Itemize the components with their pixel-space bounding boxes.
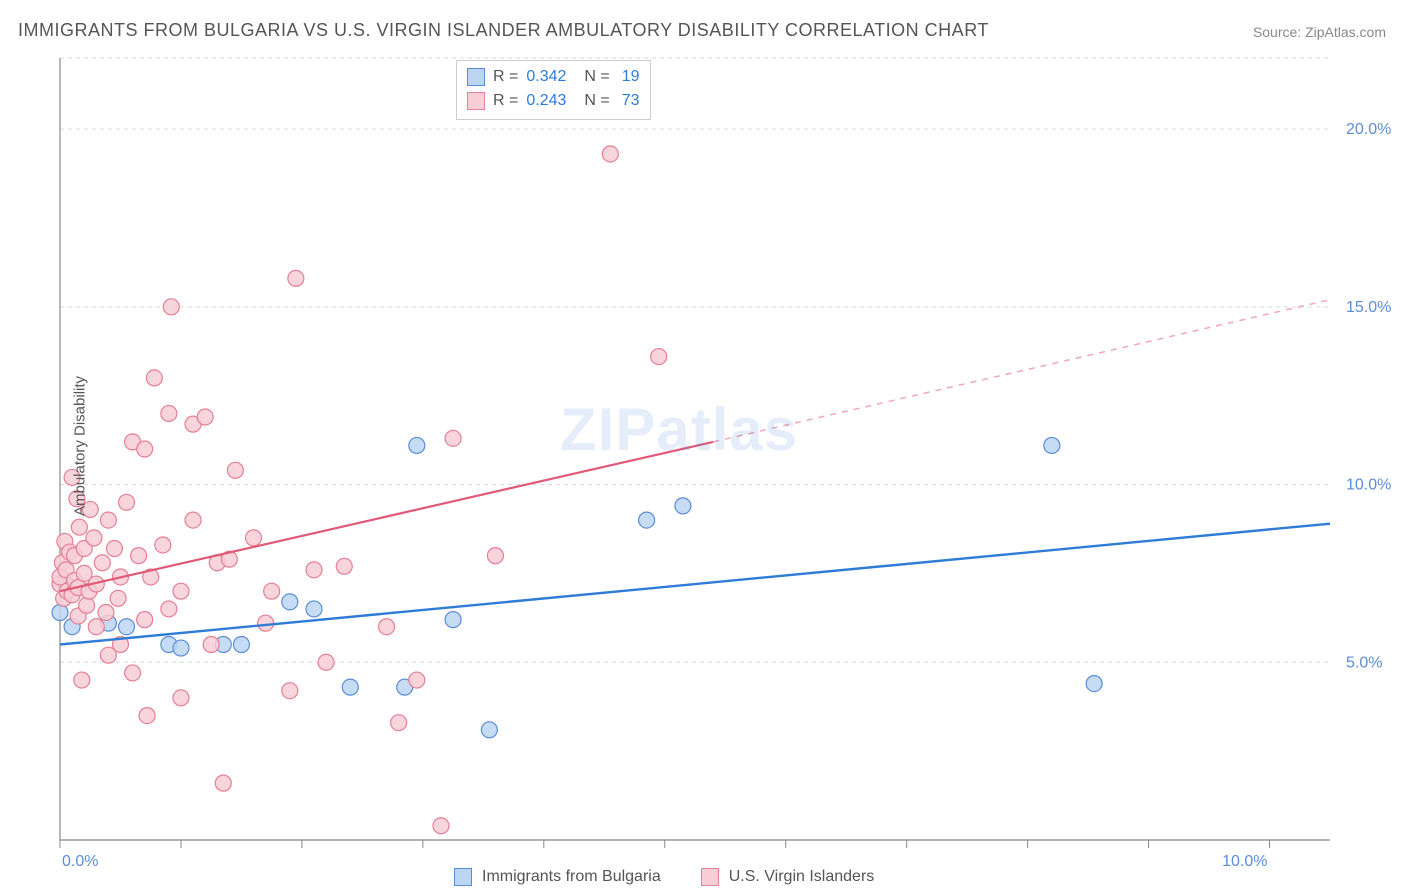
legend-r-value: 0.342 xyxy=(526,68,566,86)
legend-swatch-icon xyxy=(467,68,485,86)
legend-row-series1: R = 0.342 N = 19 xyxy=(467,65,640,89)
legend-label: U.S. Virgin Islanders xyxy=(729,868,875,886)
chart-title: IMMIGRANTS FROM BULGARIA VS U.S. VIRGIN … xyxy=(18,20,989,41)
chart-source: Source: ZipAtlas.com xyxy=(1253,24,1386,40)
svg-text:10.0%: 10.0% xyxy=(1222,853,1267,870)
svg-text:5.0%: 5.0% xyxy=(1346,654,1382,671)
svg-text:0.0%: 0.0% xyxy=(62,853,98,870)
legend-n-value: 73 xyxy=(622,92,640,110)
legend-swatch-icon xyxy=(467,92,485,110)
legend-swatch-icon xyxy=(701,868,719,886)
series-legend: Immigrants from Bulgaria U.S. Virgin Isl… xyxy=(454,868,874,886)
plot-area: 5.0% 10.0% 15.0% 20.0% 0.0% 10.0% xyxy=(0,0,1406,892)
legend-r-value: 0.243 xyxy=(526,92,566,110)
legend-n-value: 19 xyxy=(622,68,640,86)
legend-swatch-icon xyxy=(454,868,472,886)
svg-text:10.0%: 10.0% xyxy=(1346,477,1391,494)
correlation-legend-box: R = 0.342 N = 19 R = 0.243 N = 73 xyxy=(456,60,651,120)
svg-text:20.0%: 20.0% xyxy=(1346,121,1391,138)
svg-text:15.0%: 15.0% xyxy=(1346,299,1391,316)
legend-label: Immigrants from Bulgaria xyxy=(482,868,661,886)
legend-row-series2: R = 0.243 N = 73 xyxy=(467,89,640,113)
correlation-chart: IMMIGRANTS FROM BULGARIA VS U.S. VIRGIN … xyxy=(0,0,1406,892)
y-axis-label: Ambulatory Disability xyxy=(72,376,89,516)
